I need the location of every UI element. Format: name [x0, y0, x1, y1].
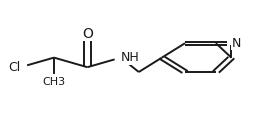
Text: O: O: [82, 27, 93, 41]
Text: N: N: [231, 37, 241, 50]
Text: Cl: Cl: [8, 61, 21, 74]
Text: CH3: CH3: [42, 77, 66, 87]
Text: NH: NH: [121, 51, 140, 64]
